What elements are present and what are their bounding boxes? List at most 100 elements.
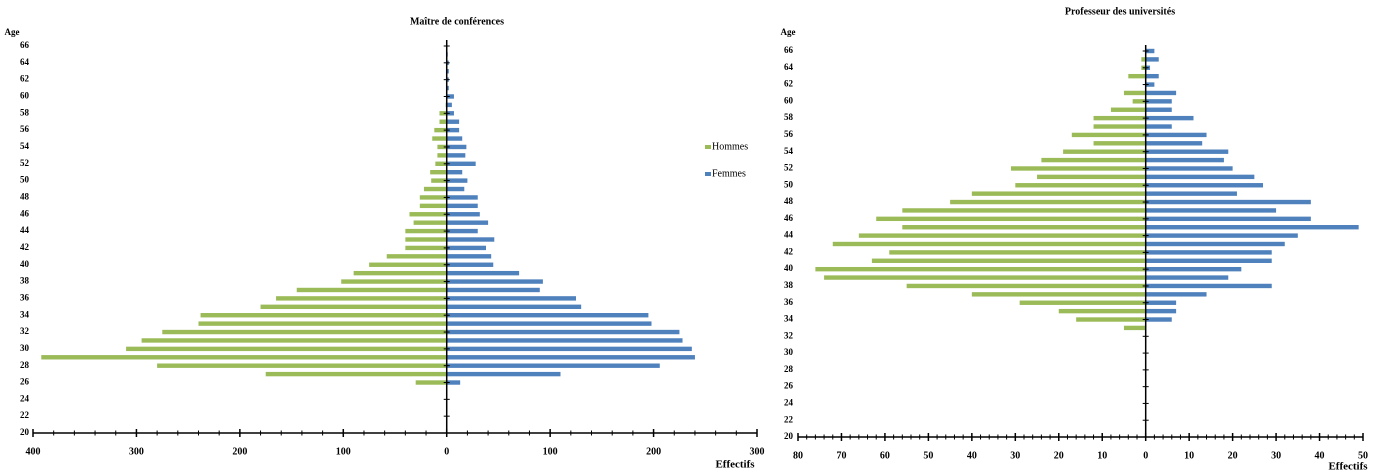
y-tick-label: 44 [784,230,794,240]
x-tick-label: 30 [1271,450,1281,461]
bar [1145,48,1155,54]
bar [971,292,1146,297]
bar [1145,157,1224,163]
y-tick-label: 54 [784,146,794,156]
bar [431,178,447,183]
x-axis-label: Effectifs [715,459,755,471]
bar [353,270,447,276]
bar [446,346,692,352]
y-tick-label: 40 [20,259,30,269]
x-tick-label: 100 [543,446,558,457]
bar [1145,107,1172,112]
bar [1058,308,1146,314]
bar [1141,57,1146,62]
x-tick-label: 50 [923,450,933,461]
bar [1093,141,1146,146]
bar [446,161,476,166]
y-tick-label: 24 [784,397,794,407]
y-tick-label: 22 [784,414,794,424]
y-tick-label: 40 [784,263,794,273]
x-tick-label: 40 [967,450,977,461]
y-tick-label: 26 [20,377,30,387]
bar [902,225,1146,230]
y-tick-label: 64 [784,62,794,72]
bar [405,237,447,242]
bar [405,245,447,251]
bar [423,186,447,192]
y-tick-label: 46 [20,208,30,218]
legend-label: Hommes [712,141,748,152]
bar [446,237,495,242]
bar [1145,250,1272,255]
y-tick-label: 34 [20,309,30,319]
y-tick-label: 50 [784,179,794,189]
bar [446,279,543,284]
bar [439,111,447,116]
y-tick-label: 36 [784,297,794,307]
bar [409,212,447,217]
y-tick-label: 34 [784,314,794,324]
y-tick-label: 56 [784,129,794,139]
bar [435,161,447,166]
x-tick-label: 100 [336,446,351,457]
y-tick-label: 58 [784,112,794,122]
x-tick-label: 60 [880,450,890,461]
bar [198,321,447,326]
bar [341,279,447,284]
x-tick-label: 10 [1097,450,1107,461]
bar [1145,283,1272,289]
bar [446,363,660,368]
bar [1145,258,1272,263]
bar [1123,325,1146,331]
bar [126,346,447,352]
bar [1145,115,1194,121]
bar [446,153,466,158]
bar [446,380,461,385]
y-tick-label: 46 [784,213,794,223]
x-axis-label: Effectifs [1328,461,1368,473]
bar [971,191,1146,196]
y-tick-label: 24 [20,393,30,403]
bar [950,199,1146,205]
bar [1145,141,1203,146]
y-tick-label: 62 [784,79,794,89]
bar [200,313,447,318]
y-tick-label: 32 [784,330,794,340]
y-axis-label: Age [781,27,796,37]
chart-title: Maître de conférences [410,16,504,27]
bar [413,220,447,225]
y-tick-label: 26 [784,381,794,391]
bar [386,254,447,259]
y-tick-label: 38 [20,276,30,286]
x-tick-label: 10 [1184,450,1194,461]
legend-label: Femmes [712,168,746,179]
y-tick-label: 58 [20,107,30,117]
bar [906,283,1146,289]
bar [1076,317,1146,322]
bar [446,355,695,360]
y-tick-label: 48 [20,191,30,201]
bar [1110,107,1146,112]
bar [260,304,447,310]
bar [1037,174,1146,180]
bar [1145,216,1311,222]
bar [432,136,447,141]
bar [446,228,478,234]
bar [41,355,447,360]
y-tick-label: 44 [20,225,30,235]
bar [419,203,447,209]
legend-swatch [705,172,711,176]
y-tick-label: 64 [20,57,30,67]
bar [824,275,1146,280]
x-tick-label: 50 [1358,450,1368,461]
bar [157,363,447,368]
bar [162,329,447,335]
bar [446,270,520,276]
bar [1093,115,1146,121]
bar [446,119,460,124]
bar [446,85,449,91]
bar [1145,292,1207,297]
bar [446,94,454,99]
x-tick-label: 0 [1143,450,1148,461]
